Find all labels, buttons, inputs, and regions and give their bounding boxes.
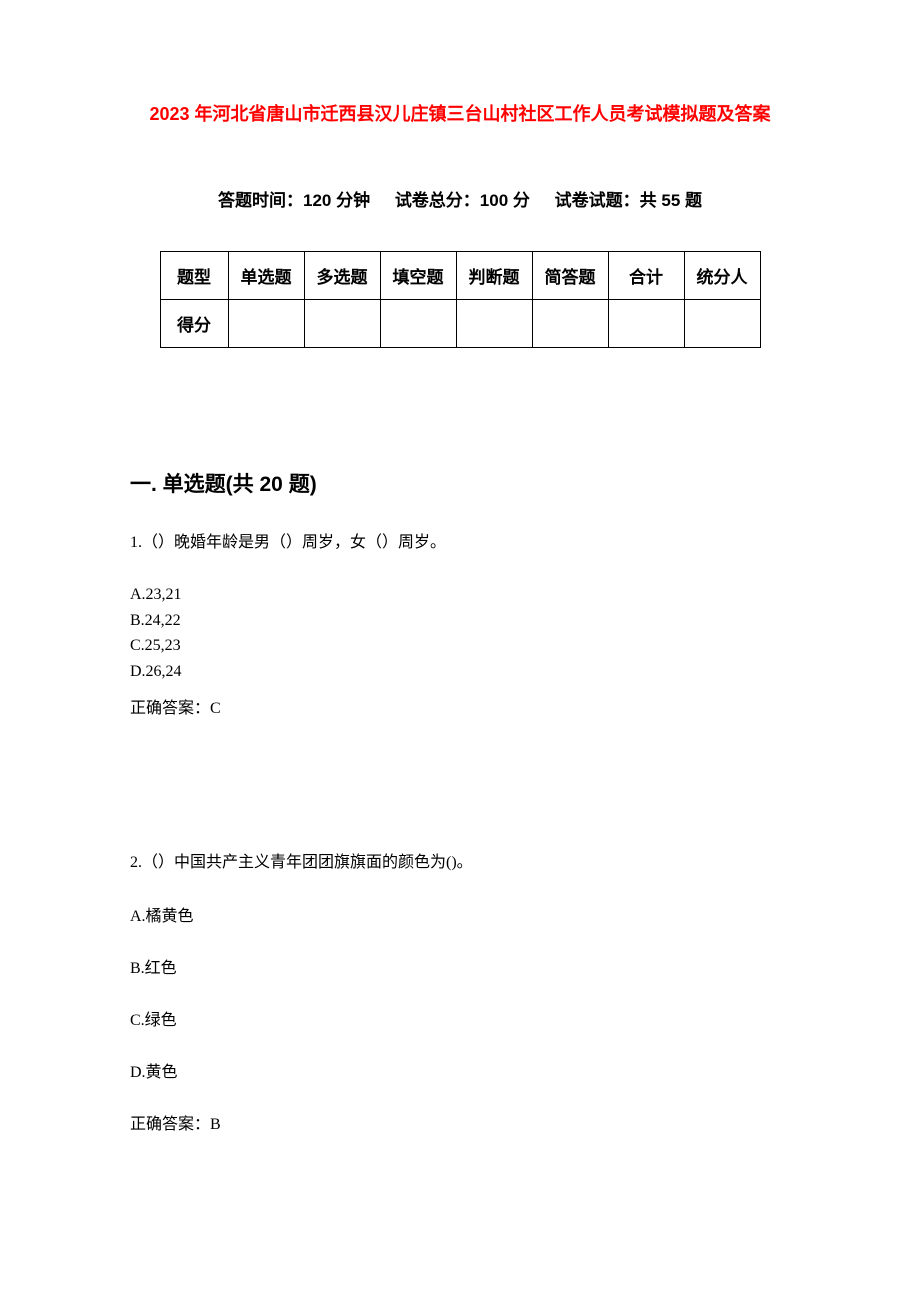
question-text: 2.（）中国共产主义青年团团旗旗面的颜色为()。 <box>130 848 790 872</box>
exam-info-line: 答题时间：120 分钟 试卷总分：100 分 试卷试题：共 55 题 <box>130 186 790 211</box>
score-table: 题型 单选题 多选题 填空题 判断题 简答题 合计 统分人 得分 <box>160 251 761 348</box>
answer-text: 正确答案：C <box>130 694 790 718</box>
table-cell-empty <box>456 300 532 348</box>
option-b: B.24,22 <box>130 608 790 634</box>
table-cell: 题型 <box>160 252 228 300</box>
question-1: 1.（）晚婚年龄是男（）周岁，女（）周岁。 A.23,21 B.24,22 C.… <box>130 528 790 718</box>
table-cell: 得分 <box>160 300 228 348</box>
document-title: 2023 年河北省唐山市迁西县汉儿庄镇三台山村社区工作人员考试模拟题及答案 <box>130 100 790 126</box>
question-2: 2.（）中国共产主义青年团团旗旗面的颜色为()。 A.橘黄色 B.红色 C.绿色… <box>130 848 790 1134</box>
option-d: D.26,24 <box>130 659 790 685</box>
spacer <box>130 738 790 848</box>
table-cell: 填空题 <box>380 252 456 300</box>
question-text: 1.（）晚婚年龄是男（）周岁，女（）周岁。 <box>130 528 790 552</box>
exam-total: 试卷总分：100 分 <box>395 191 530 210</box>
table-cell: 合计 <box>608 252 684 300</box>
option-b: B.红色 <box>130 954 790 978</box>
table-cell-empty <box>608 300 684 348</box>
table-cell-empty <box>304 300 380 348</box>
answer-text: 正确答案：B <box>130 1110 790 1134</box>
table-cell: 简答题 <box>532 252 608 300</box>
section-heading: 一. 单选题(共 20 题) <box>130 468 790 498</box>
option-c: C.25,23 <box>130 633 790 659</box>
table-cell: 统分人 <box>684 252 760 300</box>
table-cell-empty <box>532 300 608 348</box>
table-cell-empty <box>380 300 456 348</box>
table-row: 题型 单选题 多选题 填空题 判断题 简答题 合计 统分人 <box>160 252 760 300</box>
table-row: 得分 <box>160 300 760 348</box>
option-a: A.23,21 <box>130 582 790 608</box>
exam-count: 试卷试题：共 55 题 <box>555 191 702 210</box>
table-cell: 多选题 <box>304 252 380 300</box>
table-cell: 判断题 <box>456 252 532 300</box>
option-a: A.橘黄色 <box>130 902 790 926</box>
exam-time: 答题时间：120 分钟 <box>218 191 370 210</box>
table-cell-empty <box>684 300 760 348</box>
option-d: D.黄色 <box>130 1058 790 1082</box>
table-cell: 单选题 <box>228 252 304 300</box>
table-cell-empty <box>228 300 304 348</box>
option-c: C.绿色 <box>130 1006 790 1030</box>
